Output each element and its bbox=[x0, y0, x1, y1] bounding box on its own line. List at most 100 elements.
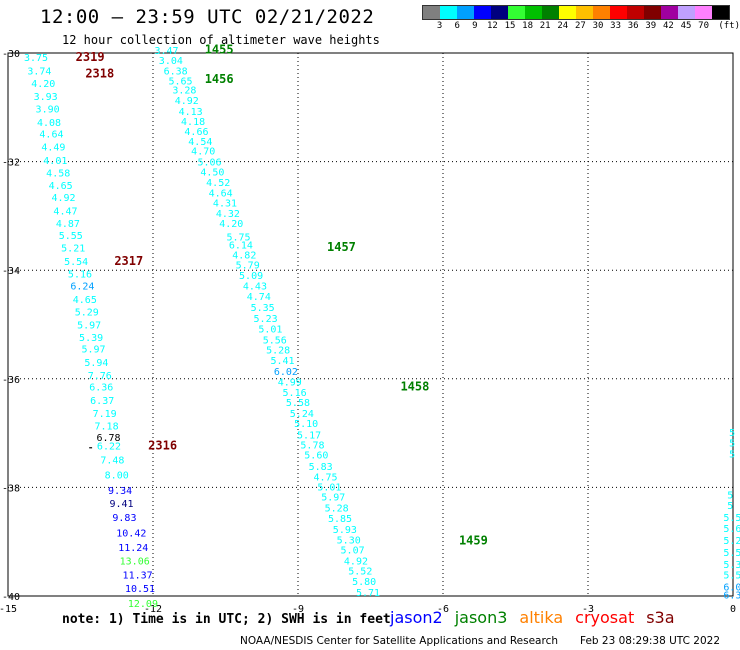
wave-height-value: 4.66 bbox=[184, 127, 208, 138]
pass-time-label: 1455 bbox=[205, 43, 234, 57]
wave-height-value: 5.93 bbox=[333, 525, 357, 536]
wave-height-value: 5.01 bbox=[317, 483, 341, 494]
wave-height-value: 5.83 bbox=[309, 462, 333, 473]
pass-time-label: 1457 bbox=[327, 240, 356, 254]
wave-height-value: 4.64 bbox=[39, 130, 63, 141]
wave-height-value: 4.13 bbox=[179, 107, 203, 118]
wave-height-value: 5.54 bbox=[64, 257, 88, 268]
colorbar-swatch bbox=[440, 6, 457, 19]
colorbar-label: 70 bbox=[698, 21, 710, 31]
wave-height-value: 9.41 bbox=[110, 499, 134, 510]
colorbar-label: (ft) bbox=[718, 21, 740, 31]
mission-legend: jason2 jason3 altika cryosat s3a bbox=[390, 608, 687, 627]
colorbar-swatch bbox=[712, 6, 729, 19]
wave-height-value: 5.52 bbox=[348, 566, 372, 577]
wave-height-value: 5.60 bbox=[304, 451, 328, 462]
wave-height-value: 5.01 bbox=[258, 325, 282, 336]
pass-time-label: 2317 bbox=[114, 254, 143, 268]
wave-height-value: 5.85 bbox=[328, 514, 352, 525]
wave-height-colorbar bbox=[422, 5, 730, 20]
colorbar-label: 39 bbox=[645, 21, 657, 31]
colorbar-swatch bbox=[678, 6, 695, 19]
wave-height-value: 5.97 bbox=[321, 492, 345, 503]
wave-height-value: 4.82 bbox=[232, 250, 256, 261]
wave-height-value: 4.64 bbox=[209, 188, 233, 199]
wave-height-value: 5.58 bbox=[286, 398, 310, 409]
wave-height-value: 4.70 bbox=[191, 147, 215, 158]
wave-height-value: 3.74 bbox=[27, 67, 51, 78]
units-note: note: 1) Time is in UTC; 2) SWH is in fe… bbox=[62, 612, 391, 627]
wave-height-value: 7.76 bbox=[88, 371, 112, 382]
colorbar-label: 6 bbox=[454, 21, 460, 31]
lon-tick-label: -9 bbox=[292, 604, 304, 615]
wave-height-value: 8.00 bbox=[105, 471, 129, 482]
wave-height-value: 5 bbox=[727, 490, 733, 501]
wave-height-value: 5.6 bbox=[723, 524, 740, 535]
colorbar-swatch bbox=[508, 6, 525, 19]
wave-height-value: 4.47 bbox=[53, 206, 77, 217]
wave-height-value: 10.51 bbox=[125, 584, 155, 595]
colorbar-swatch bbox=[491, 6, 508, 19]
wave-height-value: 5.94 bbox=[84, 358, 108, 369]
wave-height-value: 5.97 bbox=[77, 320, 101, 331]
wave-height-value: 12.09 bbox=[128, 599, 158, 610]
wave-height-value: 3.90 bbox=[36, 105, 60, 116]
wave-height-value: 5 bbox=[729, 428, 735, 439]
wave-height-value: 5.07 bbox=[341, 546, 365, 557]
colorbar-swatch bbox=[644, 6, 661, 19]
lat-tick-label: -36 bbox=[2, 375, 20, 386]
credit-line: NOAA/NESDIS Center for Satellite Applica… bbox=[240, 635, 558, 647]
wave-height-value: 4.20 bbox=[31, 79, 55, 90]
wave-height-value: 5.5 bbox=[723, 548, 740, 559]
wave-height-value: 5 bbox=[729, 450, 735, 461]
wave-height-value: 5.78 bbox=[300, 440, 324, 451]
pass-time-label: 2316 bbox=[148, 438, 177, 452]
wave-height-value: 4.92 bbox=[52, 193, 76, 204]
wave-height-value: 5.55 bbox=[59, 231, 83, 242]
wave-height-value: 5.16 bbox=[68, 269, 92, 280]
wave-height-value: 4.92 bbox=[175, 96, 199, 107]
wave-height-value: 4.20 bbox=[219, 219, 243, 230]
wave-height-value: 5.75 bbox=[226, 232, 250, 243]
pass-time-label: 1459 bbox=[459, 533, 488, 547]
page-title: 12:00 – 23:59 UTC 02/21/2022 bbox=[40, 6, 375, 28]
wave-height-value: 4.01 bbox=[43, 156, 67, 167]
wave-height-value: 7.18 bbox=[95, 421, 119, 432]
wave-height-value: 4.31 bbox=[213, 199, 237, 210]
wave-height-value: 5.24 bbox=[290, 409, 314, 420]
wave-height-value: 4.54 bbox=[188, 137, 212, 148]
wave-height-value: 5.79 bbox=[236, 261, 260, 272]
colorbar-swatch bbox=[457, 6, 474, 19]
colorbar-label: 18 bbox=[522, 21, 534, 31]
wave-height-value: 6.38 bbox=[164, 67, 188, 78]
wave-height-value: 4.43 bbox=[243, 282, 267, 293]
wave-height-value: 6.37 bbox=[90, 396, 114, 407]
colorbar-swatch bbox=[661, 6, 678, 19]
wave-height-value: 3.47 bbox=[154, 46, 178, 57]
wave-height-value: 5.17 bbox=[297, 431, 321, 442]
lat-tick-label: -32 bbox=[2, 158, 20, 169]
wave-height-value: 4.99 bbox=[278, 377, 302, 388]
wave-height-value: 5.28 bbox=[266, 345, 290, 356]
wave-height-value: 5.5 bbox=[723, 513, 740, 524]
colorbar-label: 36 bbox=[627, 21, 639, 31]
lon-tick-label: -12 bbox=[144, 604, 162, 615]
mission-legend-item: altika bbox=[519, 608, 564, 627]
pass-time-label: 1458 bbox=[400, 380, 429, 394]
lat-tick-label: -34 bbox=[2, 266, 20, 277]
wave-height-value: 5.09 bbox=[239, 271, 263, 282]
wave-height-value: 5 bbox=[729, 439, 735, 450]
lon-tick-label: -15 bbox=[0, 604, 17, 615]
colorbar-swatch bbox=[576, 6, 593, 19]
wave-height-value: 4.65 bbox=[49, 181, 73, 192]
wave-height-value: 5.30 bbox=[337, 535, 361, 546]
wave-height-value: 6.32 bbox=[723, 591, 740, 602]
wave-height-value: 5.3 bbox=[723, 560, 740, 571]
wave-height-value: 5.80 bbox=[352, 577, 376, 588]
lat-tick-label: -38 bbox=[2, 483, 20, 494]
wave-height-value: 6.02 bbox=[274, 367, 298, 378]
wave-height-value: 6.36 bbox=[89, 383, 113, 394]
wave-height-value: 4.49 bbox=[41, 143, 65, 154]
